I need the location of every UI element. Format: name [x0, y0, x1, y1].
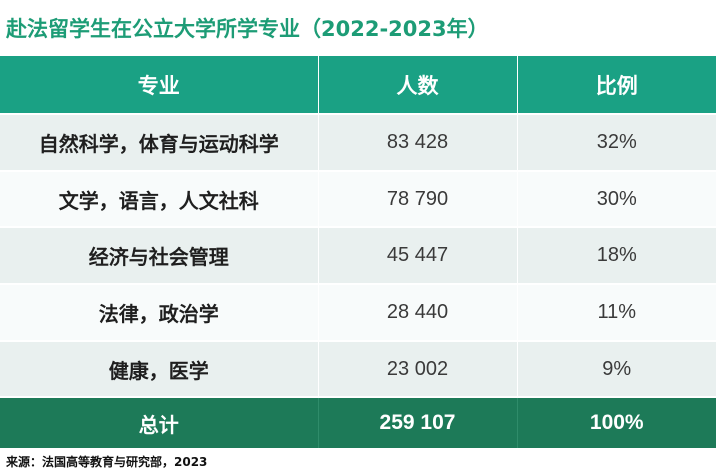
- ratio-cell: 30%: [516, 169, 716, 228]
- total-label: 总计: [0, 396, 318, 448]
- header-count: 人数: [317, 56, 517, 114]
- count-cell: 78 790: [317, 169, 517, 228]
- count-cell: 83 428: [317, 113, 517, 171]
- header-ratio: 比例: [516, 56, 716, 114]
- count-cell: 45 447: [317, 226, 517, 285]
- count-cell: 28 440: [317, 283, 517, 341]
- ratio-cell: 32%: [516, 113, 716, 171]
- table-row: 文学，语言，人文社科 78 790 30%: [0, 169, 716, 228]
- table-header-row: 专业 人数 比例: [0, 56, 716, 114]
- major-table: 专业 人数 比例 自然科学，体育与运动科学 83 428 32% 文学，语言，人…: [0, 56, 716, 448]
- major-cell: 法律，政治学: [0, 283, 318, 341]
- total-ratio: 100%: [516, 396, 716, 448]
- count-cell: 23 002: [317, 339, 517, 398]
- table-row: 健康，医学 23 002 9%: [0, 339, 716, 398]
- table-row: 经济与社会管理 45 447 18%: [0, 226, 716, 285]
- total-row: 总计 259 107 100%: [0, 396, 716, 448]
- table-title: 赴法留学生在公立大学所学专业（2022-2023年）: [6, 17, 489, 41]
- header-major: 专业: [0, 56, 318, 114]
- total-count: 259 107: [317, 396, 517, 448]
- source-note: 来源：法国高等教育与研究部，2023: [6, 455, 208, 469]
- table-row: 法律，政治学 28 440 11%: [0, 283, 716, 341]
- major-cell: 健康，医学: [0, 339, 318, 398]
- ratio-cell: 9%: [516, 339, 716, 398]
- major-cell: 经济与社会管理: [0, 226, 318, 285]
- ratio-cell: 11%: [516, 283, 716, 341]
- ratio-cell: 18%: [516, 226, 716, 285]
- major-cell: 文学，语言，人文社科: [0, 169, 318, 228]
- table-row: 自然科学，体育与运动科学 83 428 32%: [0, 113, 716, 171]
- major-cell: 自然科学，体育与运动科学: [0, 113, 318, 171]
